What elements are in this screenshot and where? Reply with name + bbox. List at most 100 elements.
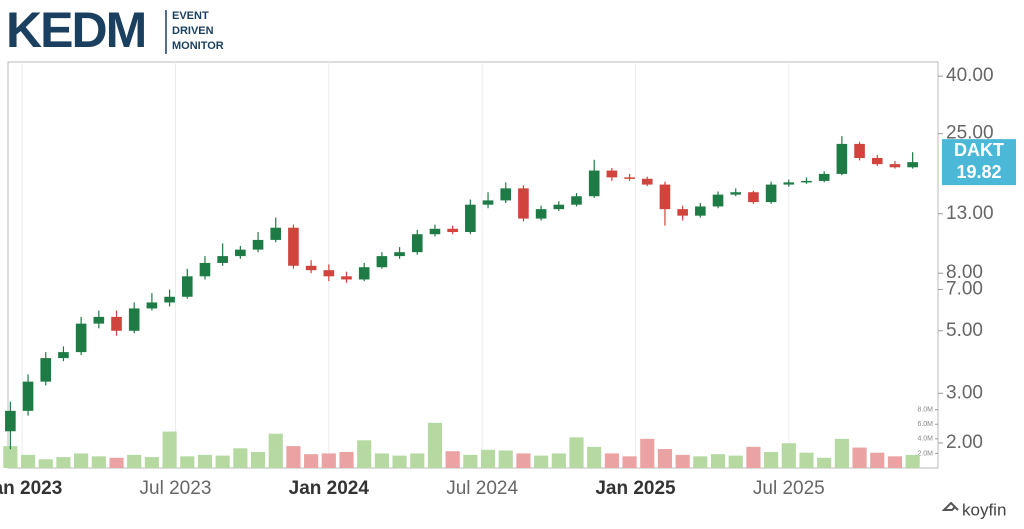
- candle-body: [40, 358, 52, 382]
- candle-body: [500, 188, 512, 201]
- candle-body: [58, 352, 69, 359]
- candle-body: [801, 180, 812, 183]
- candle-body: [535, 209, 547, 219]
- candle-body: [783, 182, 795, 185]
- volume-bar: [357, 440, 372, 468]
- y-tick-label: 8.00: [946, 262, 983, 283]
- candle-body: [411, 234, 423, 253]
- volume-bar: [56, 457, 71, 468]
- candle-body: [712, 194, 724, 207]
- candle-body: [518, 188, 529, 219]
- volume-bar: [463, 454, 478, 468]
- plot-frame: [7, 61, 939, 469]
- volume-bar: [498, 450, 513, 468]
- candle-body: [889, 164, 901, 168]
- volume-bar: [905, 454, 920, 468]
- volume-bar: [268, 433, 283, 468]
- x-tick-label: Jan 2024: [289, 478, 370, 499]
- y-tick-label: 2.00: [946, 432, 983, 453]
- candle-body: [871, 157, 883, 165]
- candle-body: [677, 209, 688, 216]
- source: koyfin: [962, 500, 1006, 519]
- volume-bar: [622, 456, 637, 468]
- volume-bar: [233, 448, 248, 468]
- volume-bar: [693, 456, 708, 468]
- volume-bar: [374, 453, 389, 468]
- candle-body: [5, 410, 16, 432]
- candle-body: [341, 276, 352, 280]
- candle-body: [252, 239, 264, 250]
- volume-bar: [728, 455, 743, 468]
- volume-bar: [286, 446, 301, 468]
- x-tick-label: Jul 2024: [446, 478, 518, 499]
- candle-body: [288, 227, 299, 266]
- y-tick-label: 3.00: [946, 382, 983, 403]
- logo-subtitle: EVENT: [172, 10, 209, 22]
- candle-body: [588, 170, 600, 197]
- candle-body: [305, 265, 317, 271]
- volume-bar: [162, 431, 177, 468]
- y2-tick-label: 8.0M: [917, 407, 933, 414]
- candle-body: [571, 196, 582, 205]
- price-tag: [942, 139, 1016, 186]
- x-tick-label: Jul 2025: [753, 478, 825, 499]
- candle-body: [748, 192, 759, 203]
- volume-bar: [887, 456, 903, 468]
- candle-body: [146, 302, 158, 309]
- y-tick-label: 7.00: [946, 279, 983, 300]
- volume-bar: [445, 451, 460, 468]
- source-icon: [941, 501, 959, 511]
- candle-body: [199, 262, 211, 277]
- volume-bar: [180, 456, 195, 468]
- candle-body: [429, 228, 441, 235]
- last-price: 19.82: [956, 162, 1001, 182]
- candle-body: [854, 143, 865, 158]
- candle-body: [624, 177, 635, 179]
- y-tick-label: 25.00: [946, 123, 994, 144]
- x-tick-label: Jul 2023: [140, 478, 212, 499]
- candle-body: [641, 178, 653, 185]
- volume-bar: [675, 454, 690, 468]
- logo-subtitle: DRIVEN: [172, 25, 214, 37]
- volume-bar: [480, 449, 496, 468]
- volume-bar: [215, 455, 230, 468]
- candle-body: [22, 381, 34, 411]
- volume-bar: [604, 453, 619, 468]
- candle-body: [181, 276, 193, 297]
- candle-body: [128, 308, 140, 331]
- candle-body: [553, 204, 565, 210]
- candle-body: [818, 173, 830, 181]
- candle-body: [93, 316, 105, 324]
- x-tick-label: Jan 2023: [0, 478, 62, 499]
- candle-body: [606, 170, 618, 178]
- candle-body: [659, 184, 671, 210]
- volume-bar: [870, 452, 885, 468]
- volume-bar: [410, 453, 425, 468]
- y-tick-label: 5.00: [946, 320, 983, 341]
- logo: KEDM: [6, 2, 145, 58]
- y-tick-label: 13.00: [946, 203, 994, 224]
- volume-bar: [339, 451, 354, 468]
- candle-body: [235, 249, 246, 257]
- volume-bar: [91, 456, 106, 468]
- volume-bar: [852, 447, 867, 468]
- volume-bar: [197, 454, 213, 468]
- volume-bar: [74, 453, 89, 468]
- candle-body: [907, 162, 918, 168]
- volume-bar: [817, 457, 832, 468]
- candle-body: [447, 228, 458, 233]
- candle-body: [75, 323, 87, 353]
- candle-body: [730, 192, 742, 195]
- volume-bar: [127, 454, 142, 468]
- volume-bar: [304, 454, 319, 468]
- candle-body: [695, 206, 706, 216]
- volume-bar: [534, 455, 549, 468]
- candle-body: [111, 316, 122, 331]
- volume-bar: [250, 451, 266, 468]
- volume-bar: [516, 453, 531, 468]
- volume-bar: [551, 453, 566, 468]
- volume-bar: [640, 438, 655, 468]
- candle-body: [376, 256, 388, 268]
- volume-bar: [764, 451, 779, 468]
- candle-body: [217, 256, 228, 263]
